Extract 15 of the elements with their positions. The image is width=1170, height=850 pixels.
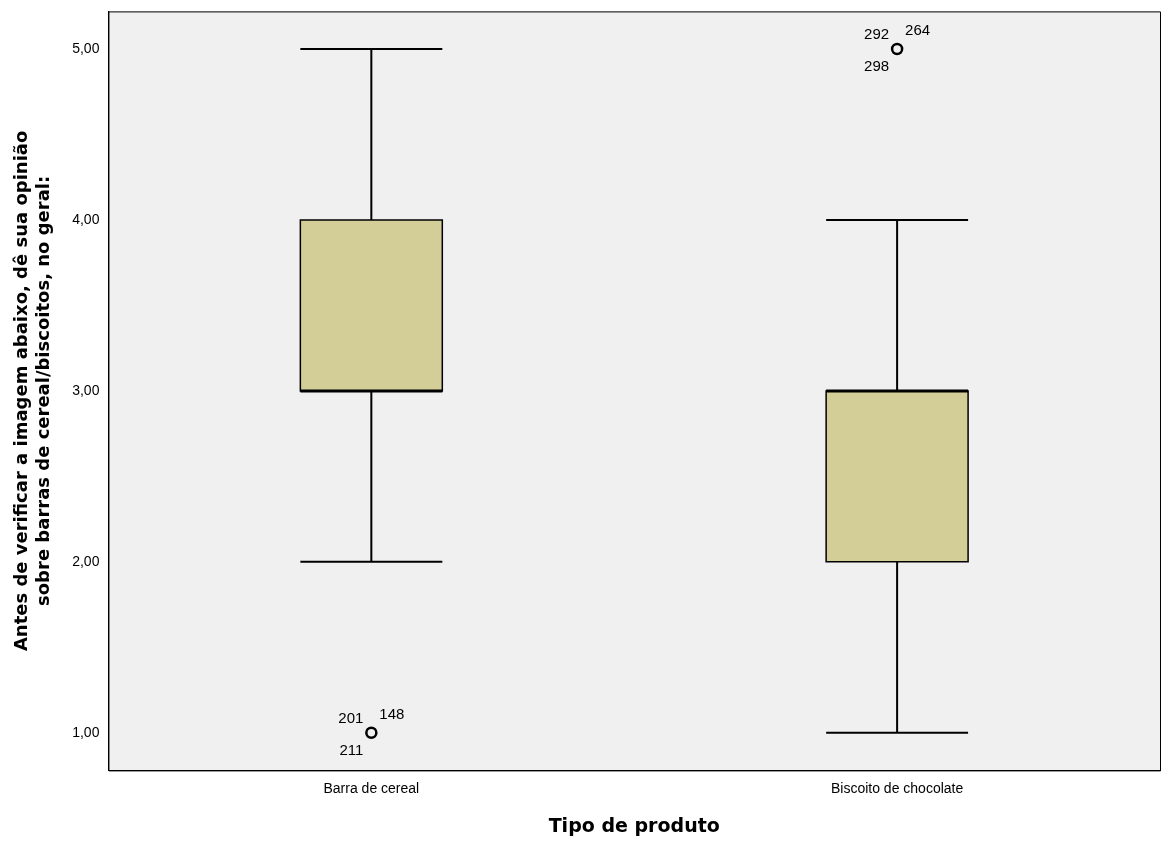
annotation: 264 bbox=[905, 21, 931, 39]
y-axis-title: Antes de verificar a imagem abaixo, dê sua opinião sobre barras de cereal/biscoitos, no geral: bbox=[10, 130, 54, 652]
y-tick-label: 1,00 bbox=[72, 723, 100, 740]
annotation: 298 bbox=[864, 57, 890, 75]
y-tick-label: 3,00 bbox=[72, 381, 100, 398]
x-axis-title: Tipo de produto bbox=[548, 813, 720, 836]
annotation: 211 bbox=[339, 740, 364, 758]
y-tick-label: 4,00 bbox=[72, 210, 100, 227]
annotation: 201 bbox=[338, 708, 364, 726]
x-tick-label: Barra de cereal bbox=[323, 779, 420, 796]
annotation: 292 bbox=[864, 25, 890, 43]
y-tick-label: 5,00 bbox=[72, 39, 100, 56]
y-tick-label: 2,00 bbox=[72, 552, 100, 569]
x-tick-label: Biscoito de chocolate bbox=[830, 779, 964, 796]
annotation: 148 bbox=[379, 704, 405, 722]
